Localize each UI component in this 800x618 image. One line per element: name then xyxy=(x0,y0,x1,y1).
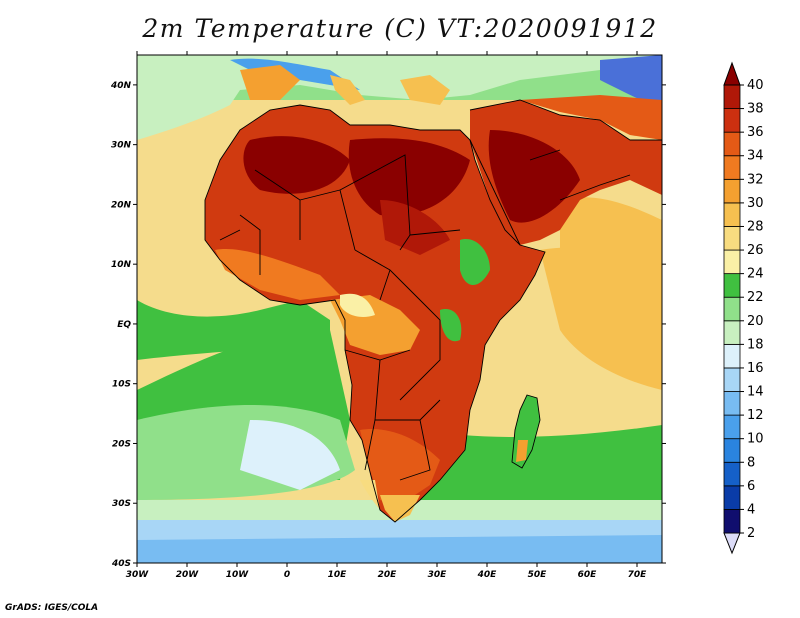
colorbar-segment xyxy=(723,461,741,487)
colorbar-segment xyxy=(723,320,741,345)
lon-tick-label: 60E xyxy=(578,570,598,580)
colorbar-label: 36 xyxy=(747,125,764,140)
colorbar-segment xyxy=(723,367,741,392)
colorbar-label: 10 xyxy=(747,432,764,447)
colorbar-segment xyxy=(723,202,741,227)
colorbar-segment xyxy=(723,131,741,157)
colorbar-segment xyxy=(723,509,741,534)
colorbar-segment xyxy=(723,108,741,133)
colorbar-label: 18 xyxy=(747,337,764,352)
colorbar-segment xyxy=(723,226,741,251)
colorbar-label: 14 xyxy=(747,385,764,400)
lat-tick-label: 20S xyxy=(112,439,131,449)
colorbar-segment xyxy=(723,296,741,322)
colorbar-segment xyxy=(723,273,741,298)
lon-tick-label: 10W xyxy=(226,570,250,580)
lon-tick-label: 30W xyxy=(126,570,150,580)
plot-frame xyxy=(136,54,663,564)
grads-credit: GrADS: IGES/COLA xyxy=(5,603,99,613)
lon-tick-label: 20W xyxy=(176,570,200,580)
colorbar-segment xyxy=(723,485,741,510)
colorbar-segment xyxy=(723,178,741,204)
colorbar-label: 32 xyxy=(747,172,764,187)
lat-tick-label: 20N xyxy=(111,200,132,210)
boundaries xyxy=(204,99,662,523)
colorbar-segment xyxy=(723,391,741,416)
colorbar-label: 24 xyxy=(747,267,764,282)
lat-tick-label: 40S xyxy=(111,559,131,569)
colorbar-label: 34 xyxy=(747,149,764,164)
colorbar-segment xyxy=(723,155,741,180)
colorbar-label: 20 xyxy=(747,314,764,329)
colorbar-segment xyxy=(723,249,741,275)
colorbar-high-arrow xyxy=(723,61,741,86)
map-title: 2m Temperature (C) VT:2020091912 xyxy=(142,14,658,43)
colorbar-segment xyxy=(723,343,741,369)
lon-tick-label: 20E xyxy=(378,570,398,580)
colorbar-label: 4 xyxy=(747,502,755,517)
colorbar-segment xyxy=(723,414,741,440)
lat-tick-label: 30N xyxy=(111,141,132,151)
lon-tick-label: 70E xyxy=(628,570,648,580)
colorbar-label: 6 xyxy=(747,479,755,494)
colorbar-segment xyxy=(723,438,741,463)
lat-tick-label: 10N xyxy=(111,260,132,270)
colorbar-label: 8 xyxy=(747,455,755,470)
colorbar-segment xyxy=(723,84,741,109)
lon-tick-label: 50E xyxy=(528,570,548,580)
temperature-field xyxy=(137,55,662,563)
colorbar-low-arrow xyxy=(723,532,741,555)
lon-tick-label: 10E xyxy=(328,570,348,580)
colorbar-label: 40 xyxy=(747,78,764,93)
colorbar-label: 38 xyxy=(747,102,764,117)
colorbar-label: 22 xyxy=(747,290,764,305)
lat-tick-label: EQ xyxy=(117,320,131,330)
colorbar-label: 26 xyxy=(747,243,764,258)
colorbar-label: 16 xyxy=(747,361,764,376)
colorbar-label: 2 xyxy=(747,526,755,541)
lat-tick-label: 40N xyxy=(110,81,132,91)
colorbar-label: 28 xyxy=(747,219,764,234)
map-axes: 30W 20W 10W 0 10E 20E 30E 40E 50E 60E 70E 40S 30S 20S… xyxy=(110,51,666,580)
lon-tick-label: 0 xyxy=(284,570,290,580)
colorbar-label: 30 xyxy=(747,196,764,211)
lat-tick-label: 30S xyxy=(112,499,131,509)
lon-tick-label: 40E xyxy=(477,570,498,580)
colorbar-label: 12 xyxy=(747,408,764,423)
lon-tick-label: 30E xyxy=(428,570,448,580)
lat-tick-label: 10S xyxy=(112,380,131,390)
